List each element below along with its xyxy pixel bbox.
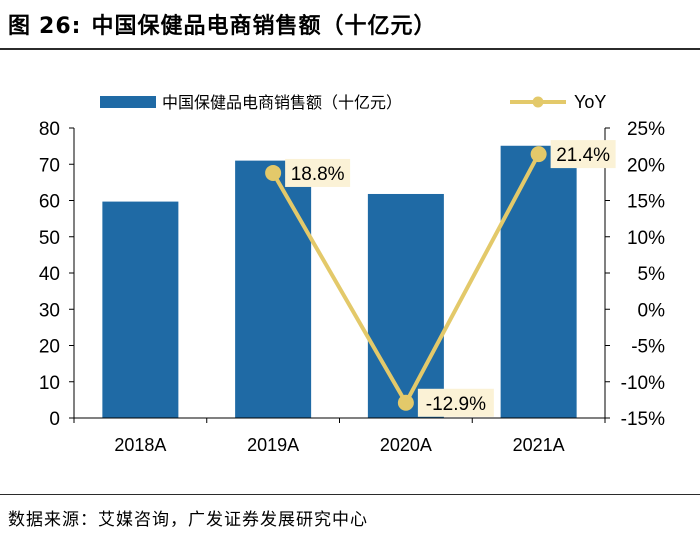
bar-2018A [102, 201, 179, 418]
bar-2019A [235, 160, 312, 418]
legend-line-label: YoY [574, 92, 606, 112]
x-tick-label: 2021A [513, 435, 565, 455]
y-right-tick-label: 25% [627, 119, 665, 140]
y-left-tick-label: 10 [39, 373, 60, 394]
y-right-tick-label: 20% [627, 155, 665, 176]
y-left-tick-label: 70 [39, 155, 60, 176]
x-tick-label: 2020A [380, 435, 432, 455]
figure-number: 26: [39, 14, 82, 39]
yoy-data-label: -12.9% [426, 394, 486, 415]
y-right-tick-label: 0% [638, 300, 666, 321]
y-left-tick-label: 40 [39, 264, 60, 285]
x-tick-label: 2018A [114, 435, 166, 455]
source-note: 数据来源：艾媒咨询，广发证券发展研究中心 [8, 510, 368, 530]
legend-bar-label: 中国保健品电商销售额（十亿元） [162, 93, 402, 112]
y-right-tick-label: 5% [638, 264, 666, 285]
figure-label: 图 [8, 14, 32, 39]
yoy-marker-2019A [265, 164, 282, 181]
y-left-tick-label: 30 [39, 300, 60, 321]
y-left-tick-label: 50 [39, 228, 60, 249]
bar-2021A [500, 145, 577, 418]
y-right-tick-label: 10% [627, 228, 665, 249]
source-rule [0, 494, 700, 495]
y-right-tick-label: -10% [621, 373, 665, 394]
y-left-tick-label: 0 [49, 409, 60, 430]
figure-title-text: 中国保健品电商销售额（十亿元） [91, 14, 437, 39]
yoy-marker-2021A [530, 146, 547, 163]
y-right-tick-label: 15% [627, 192, 665, 213]
figure-title: 图 26: 中国保健品电商销售额（十亿元） [8, 8, 436, 40]
y-left-tick-label: 80 [39, 119, 60, 140]
x-tick-label: 2019A [247, 435, 299, 455]
yoy-data-label: 21.4% [556, 145, 610, 166]
y-left-tick-label: 20 [39, 337, 60, 358]
title-rule [0, 48, 700, 50]
legend-bar-swatch [100, 96, 156, 108]
chart: 中国保健品电商销售额（十亿元） YoY 0 10 20 30 40 50 60 70 80 -15% -… [39, 92, 666, 455]
yoy-marker-2020A [397, 394, 414, 411]
yoy-label-bg [417, 388, 494, 417]
y-right-tick-label: -5% [631, 337, 665, 358]
yoy-data-label: 18.8% [291, 164, 345, 185]
y-right-tick-label: -15% [621, 409, 665, 430]
y-left-tick-label: 60 [39, 192, 60, 213]
yoy-label-bg [285, 158, 351, 187]
yoy-label-bg [550, 140, 616, 169]
legend-line-marker [532, 96, 544, 108]
bar-2020A [367, 193, 444, 418]
